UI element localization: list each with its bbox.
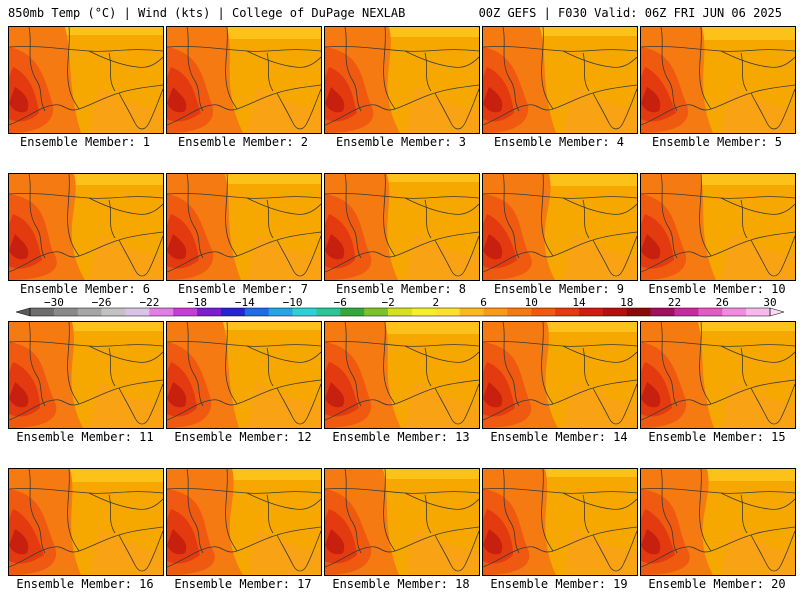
colorbar-swatch [292, 308, 317, 316]
colorbar-swatch [30, 308, 55, 316]
colorbar-swatch [220, 308, 246, 316]
ensemble-member-label: Ensemble Member: 6 [19, 282, 151, 296]
ensemble-member-label: Ensemble Member: 15 [648, 430, 786, 444]
colorbar-swatch [459, 308, 484, 316]
colorbar-swatch [746, 308, 771, 316]
ensemble-map-panel [324, 468, 480, 576]
colorbar-tick-label: −26 [92, 296, 112, 309]
colorbar-swatch [698, 308, 723, 316]
ensemble-member-label: Ensemble Member: 12 [174, 430, 312, 444]
colorbar-tick-label: 14 [572, 296, 586, 309]
ensemble-member-label: Ensemble Member: 9 [493, 282, 625, 296]
ensemble-map-panel [482, 173, 638, 281]
colorbar-tick-label: −2 [381, 296, 394, 309]
ensemble-member-label: Ensemble Member: 10 [648, 282, 786, 296]
colorbar-tick-label: 2 [432, 296, 439, 309]
ensemble-map-panel [482, 26, 638, 134]
colorbar-tick-label: 6 [480, 296, 487, 309]
ensemble-map-panel [324, 173, 480, 281]
colorbar-tick-label: −22 [139, 296, 159, 309]
ensemble-member-label: Ensemble Member: 14 [490, 430, 628, 444]
colorbar-swatch [268, 308, 293, 316]
ensemble-member-label: Ensemble Member: 17 [174, 577, 312, 591]
colorbar-swatch [340, 308, 365, 316]
ensemble-map-panel [166, 173, 322, 281]
colorbar-swatch [173, 308, 198, 316]
colorbar-swatch [602, 308, 628, 316]
colorbar-swatch [125, 308, 150, 316]
ensemble-map-panel [166, 468, 322, 576]
colorbar-swatch [77, 308, 102, 316]
ensemble-map-panel [324, 321, 480, 429]
colorbar-swatch [555, 308, 580, 316]
colorbar-swatch [316, 308, 341, 316]
ensemble-member-label: Ensemble Member: 20 [648, 577, 786, 591]
colorbar-swatch [411, 308, 437, 316]
colorbar-tick-label: 26 [716, 296, 729, 309]
colorbar-tick-label: 22 [668, 296, 681, 309]
colorbar-left-arrow [15, 307, 31, 317]
page-title: 850mb Temp (°C) | Wind (kts) | College o… [8, 6, 406, 20]
ensemble-map-panel [166, 321, 322, 429]
ensemble-member-label: Ensemble Member: 16 [16, 577, 154, 591]
ensemble-member-label: Ensemble Member: 3 [335, 135, 467, 149]
colorbar-swatch [674, 308, 699, 316]
run-valid-time: 00Z GEFS | F030 Valid: 06Z FRI JUN 06 20… [478, 6, 782, 20]
colorbar-tick-label: 10 [525, 296, 538, 309]
ensemble-map-panel [166, 26, 322, 134]
temperature-colorbar: −30−26−22−18−14−10−6−2261014182226303438… [15, 296, 785, 317]
colorbar-swatch [435, 308, 460, 316]
ensemble-member-label: Ensemble Member: 4 [493, 135, 625, 149]
colorbar-swatch [244, 308, 270, 316]
colorbar-tick-label: 30 [763, 296, 776, 309]
colorbar-swatch [101, 308, 126, 316]
colorbar-swatch [388, 308, 413, 316]
colorbar-tick-label: −18 [187, 296, 207, 309]
ensemble-map-panel [8, 468, 164, 576]
colorbar-swatch [483, 308, 508, 316]
ensemble-map-panel [640, 173, 796, 281]
ensemble-member-label: Ensemble Member: 2 [177, 135, 309, 149]
colorbar-tick-label: −6 [334, 296, 347, 309]
colorbar-swatch [531, 308, 556, 316]
colorbar-swatch [650, 308, 675, 316]
ensemble-map-panel [640, 26, 796, 134]
ensemble-map-panel [640, 468, 796, 576]
colorbar-tick-label: −30 [44, 296, 64, 309]
ensemble-map-panel [8, 321, 164, 429]
ensemble-map-panel [640, 321, 796, 429]
colorbar-swatch [149, 308, 174, 316]
colorbar-tick-label: −10 [283, 296, 303, 309]
ensemble-member-label: Ensemble Member: 19 [490, 577, 628, 591]
colorbar-swatch [579, 308, 604, 316]
ensemble-member-label: Ensemble Member: 5 [651, 135, 783, 149]
colorbar-swatch [53, 308, 79, 316]
ensemble-member-label: Ensemble Member: 13 [332, 430, 470, 444]
ensemble-map-panel [482, 321, 638, 429]
colorbar-tick-label: 18 [620, 296, 633, 309]
colorbar-swatch [507, 308, 532, 316]
ensemble-member-label: Ensemble Member: 11 [16, 430, 154, 444]
colorbar-swatch [364, 308, 389, 316]
ensemble-map-panel [324, 26, 480, 134]
colorbar-right-arrow [769, 307, 785, 317]
ensemble-member-label: Ensemble Member: 1 [19, 135, 151, 149]
ensemble-map-panel [8, 173, 164, 281]
ensemble-member-label: Ensemble Member: 18 [332, 577, 470, 591]
colorbar-tick-label: −14 [235, 296, 255, 309]
ensemble-map-panel [482, 468, 638, 576]
ensemble-member-label: Ensemble Member: 8 [335, 282, 467, 296]
ensemble-map-panel [8, 26, 164, 134]
ensemble-member-label: Ensemble Member: 7 [177, 282, 309, 296]
colorbar-swatch [626, 308, 651, 316]
colorbar-swatch [197, 308, 222, 316]
colorbar-swatch [722, 308, 747, 316]
